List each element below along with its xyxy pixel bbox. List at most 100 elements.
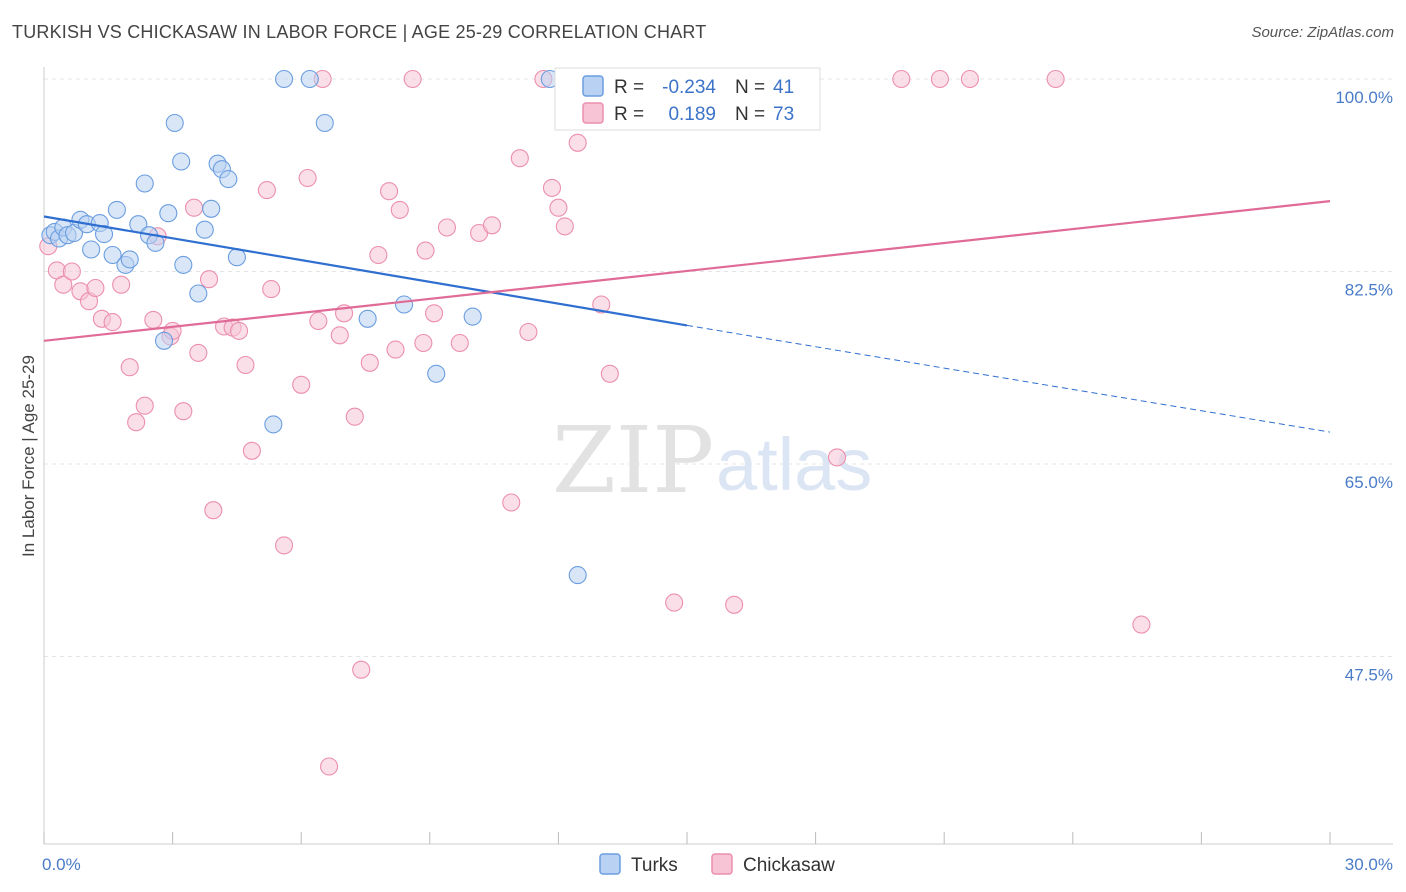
point-chickasaw-13	[144, 310, 163, 329]
watermark-atlas: atlas	[716, 423, 872, 506]
legend-r-label-chickasaw: R =	[614, 104, 644, 125]
point-turks-23	[154, 331, 174, 350]
point-chickasaw-6	[86, 278, 105, 298]
point-chickasaw-48	[437, 218, 456, 237]
point-chickasaw-60	[592, 295, 611, 314]
legend-n-value-chickasaw: 73	[773, 104, 794, 125]
source-label: Source: ZipAtlas.com	[1251, 24, 1394, 41]
bottom-legend-swatch-chickasaw	[711, 853, 733, 875]
legend-swatch-chickasaw	[582, 102, 604, 124]
point-chickasaw-44	[403, 69, 422, 89]
point-turks-22	[174, 255, 193, 274]
point-chickasaw-32	[309, 311, 328, 331]
point-chickasaw-61	[600, 364, 619, 383]
data-points	[39, 69, 1151, 776]
point-turks-38	[463, 307, 482, 326]
point-chickasaw-58	[555, 217, 574, 236]
point-chickasaw-47	[425, 304, 444, 323]
trend-line-turks-extension	[686, 324, 1331, 433]
trend-lines	[43, 200, 1331, 433]
point-turks-21	[172, 152, 191, 171]
point-chickasaw-29	[275, 536, 294, 555]
point-turks-19	[159, 204, 178, 223]
point-turks-32	[275, 69, 294, 89]
point-turks-33	[300, 69, 319, 89]
point-turks-36	[395, 295, 414, 314]
point-chickasaw-31	[298, 168, 317, 188]
point-chickasaw-40	[369, 245, 388, 265]
point-chickasaw-19	[189, 343, 208, 362]
point-turks-34	[315, 113, 334, 133]
point-chickasaw-51	[482, 216, 502, 235]
y-axis-title: In Labor Force | Age 25-29	[19, 355, 38, 557]
stats-legend: R = -0.234 N = 41 R = 0.189 N = 73	[554, 67, 821, 131]
point-chickasaw-64	[725, 595, 744, 614]
point-chickasaw-59	[568, 133, 587, 152]
bottom-legend-label-turks: Turks	[631, 855, 678, 876]
point-chickasaw-34	[320, 757, 339, 776]
y-tick-label-3: 47.5%	[1345, 666, 1393, 685]
point-chickasaw-41	[380, 182, 399, 201]
point-chickasaw-10	[120, 358, 139, 377]
point-chickasaw-72	[1132, 615, 1151, 634]
point-turks-31	[264, 415, 283, 434]
point-chickasaw-46	[416, 241, 435, 260]
bottom-legend-label-chickasaw: Chickasaw	[743, 855, 835, 876]
bottom-legend-swatch-turks	[599, 853, 621, 875]
legend-n-label-turks: N =	[735, 77, 765, 98]
watermark-zip: ZIP	[552, 407, 714, 514]
x-tick-labels: 0.0% 30.0%	[42, 855, 1393, 874]
legend-r-value-chickasaw: 0.189	[668, 104, 716, 125]
point-chickasaw-52	[502, 493, 521, 512]
point-turks-29	[219, 170, 238, 189]
point-chickasaw-43	[390, 200, 409, 219]
point-turks-11	[103, 245, 122, 265]
point-turks-12	[107, 200, 126, 219]
point-chickasaw-28	[262, 280, 281, 299]
point-chickasaw-35	[330, 326, 349, 345]
point-chickasaw-20	[199, 270, 219, 289]
point-chickasaw-11	[127, 413, 146, 432]
point-chickasaw-38	[352, 660, 371, 679]
point-chickasaw-3	[62, 262, 81, 281]
legend-n-label-chickasaw: N =	[735, 104, 765, 125]
point-chickasaw-42	[386, 340, 405, 359]
point-chickasaw-17	[174, 402, 193, 421]
point-turks-16	[135, 174, 154, 193]
point-chickasaw-27	[257, 181, 276, 200]
point-chickasaw-53	[510, 149, 529, 168]
chart-title: TURKISH VS CHICKASAW IN LABOR FORCE | AG…	[12, 22, 707, 42]
point-chickasaw-9	[112, 275, 131, 294]
y-tick-label-1: 82.5%	[1345, 281, 1393, 300]
point-chickasaw-68	[892, 69, 911, 89]
point-chickasaw-54	[519, 322, 538, 342]
legend-swatch-turks	[582, 75, 604, 97]
point-turks-8	[82, 240, 101, 259]
point-chickasaw-67	[827, 448, 847, 467]
point-chickasaw-21	[204, 501, 223, 520]
axes	[43, 67, 1393, 845]
point-turks-14	[120, 250, 139, 269]
point-chickasaw-18	[184, 198, 204, 217]
point-turks-20	[165, 113, 184, 133]
point-turks-24	[189, 284, 208, 303]
x-tick-label-1: 30.0%	[1345, 855, 1393, 874]
point-chickasaw-2	[54, 275, 73, 294]
point-chickasaw-70	[960, 69, 979, 89]
point-turks-26	[202, 199, 221, 218]
trend-line-turks	[43, 215, 688, 327]
point-chickasaw-8	[103, 313, 122, 332]
y-tick-label-0: 100.0%	[1335, 88, 1393, 107]
point-chickasaw-62	[665, 593, 684, 612]
point-chickasaw-69	[930, 69, 949, 89]
series-legend: Turks Chickasaw	[599, 853, 835, 876]
legend-r-label-turks: R =	[614, 77, 644, 98]
point-chickasaw-71	[1046, 69, 1065, 89]
point-turks-37	[427, 364, 446, 383]
point-chickasaw-12	[135, 396, 154, 415]
point-turks-35	[358, 309, 377, 328]
point-chickasaw-37	[345, 407, 364, 426]
x-tick-label-0: 0.0%	[42, 855, 81, 874]
point-chickasaw-24	[229, 321, 249, 340]
